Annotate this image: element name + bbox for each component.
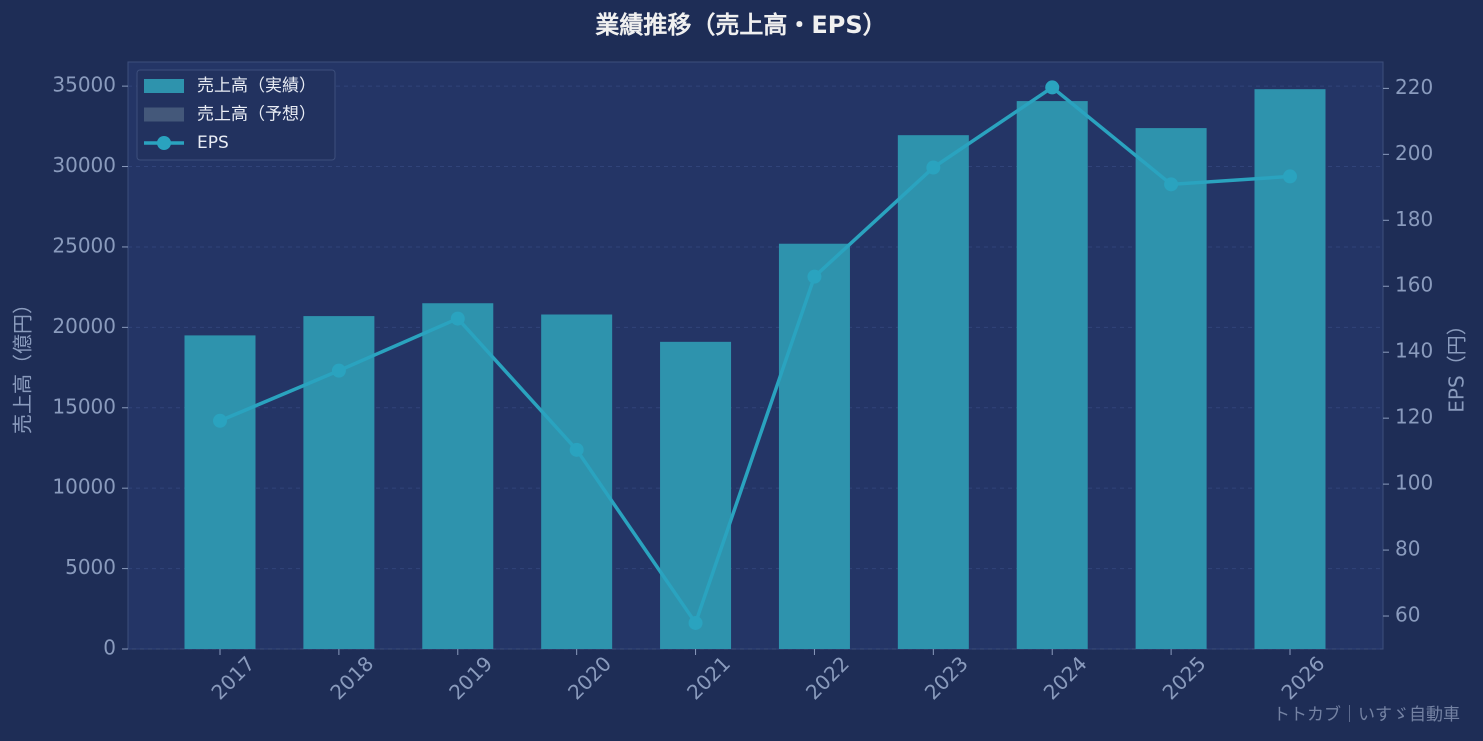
bar	[422, 303, 494, 649]
y2-tick-label: 200	[1395, 141, 1433, 165]
y2-tick-label: 80	[1395, 537, 1420, 561]
bar	[897, 135, 969, 650]
chart-title: 業績推移（売上高・EPS）	[595, 11, 886, 39]
y2-tick-label: 120	[1395, 405, 1433, 429]
line-marker	[1164, 177, 1179, 192]
line-marker	[807, 269, 822, 284]
line-marker	[1045, 80, 1060, 95]
legend-swatch	[144, 107, 184, 122]
line	[219, 85, 1291, 627]
y2-axis-label: EPS（円）	[1445, 315, 1469, 412]
legend-box	[136, 69, 336, 161]
legend: 売上高（実績） 売上高（予想） EPS	[136, 69, 336, 161]
legend-label: 売上高（実績）	[197, 76, 316, 96]
bar	[1016, 101, 1088, 650]
legend-label: EPS	[197, 133, 229, 153]
bar	[184, 335, 256, 649]
y2-tick-label: 160	[1395, 273, 1433, 297]
y-tick-label: 5000	[65, 555, 116, 579]
y-axis-label: 売上高（億円）	[11, 294, 35, 434]
y2-tick-label: 220	[1395, 75, 1433, 99]
line-marker	[450, 311, 465, 326]
y2-tick-label: 100	[1395, 471, 1433, 495]
legend-swatch	[144, 79, 184, 93]
y-tick-label: 20000	[52, 314, 116, 338]
y2-tick-label: 140	[1395, 339, 1433, 363]
line-marker	[213, 413, 227, 428]
legend-label: 売上高（予想）	[197, 105, 316, 125]
y-tick-label: 30000	[52, 153, 116, 177]
line-marker	[1283, 169, 1297, 184]
line-marker	[926, 160, 941, 175]
bar	[541, 314, 613, 649]
watermark: トトカブ｜いすゞ自動車	[1273, 704, 1460, 725]
y2-tick-label: 180	[1395, 207, 1433, 231]
line-marker	[688, 615, 703, 630]
y-tick-label: 25000	[52, 233, 116, 257]
y-tick-label: 0	[103, 636, 116, 660]
bar	[778, 243, 850, 649]
y-tick-label: 35000	[52, 73, 116, 97]
line-marker	[569, 442, 584, 457]
y-tick-label: 15000	[52, 394, 116, 418]
legend-swatch	[157, 136, 171, 150]
bar	[660, 341, 732, 649]
y-tick-label: 10000	[52, 475, 116, 499]
bar	[1135, 128, 1207, 650]
y2-tick-label: 60	[1395, 603, 1420, 627]
line-marker	[331, 363, 346, 378]
